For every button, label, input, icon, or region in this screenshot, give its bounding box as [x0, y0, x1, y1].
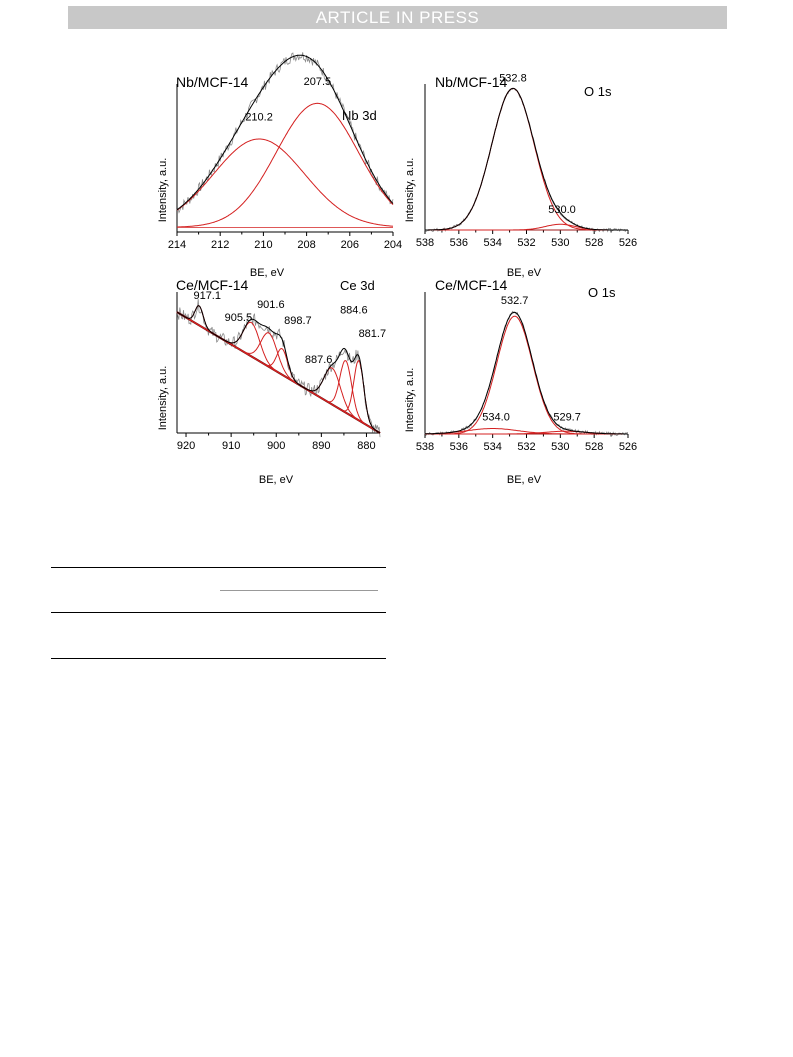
- x-tick-label: 530: [551, 441, 569, 453]
- x-tick-label: 526: [619, 237, 637, 249]
- x-tick-label: 880: [357, 440, 375, 452]
- table-bottom-rule: [51, 658, 386, 659]
- x-tick-label: 530: [551, 237, 569, 249]
- x-tick-label: 528: [585, 441, 603, 453]
- component-peak-532.7: [425, 315, 628, 435]
- envelope-curve: [176, 54, 394, 211]
- envelope-curve: [425, 87, 628, 231]
- envelope-curve: [176, 305, 381, 434]
- region-label: Nb 3d: [342, 108, 377, 123]
- y-axis-label: Intensity, a.u.: [157, 158, 169, 223]
- x-axis-label: BE, eV: [259, 474, 294, 486]
- peak-label: 898.7: [284, 315, 312, 327]
- region-label: O 1s: [584, 84, 612, 99]
- experimental-trace: [176, 299, 381, 438]
- region-label: Ce 3d: [340, 278, 375, 293]
- peak-label: 884.6: [340, 304, 368, 316]
- x-tick-label: 536: [450, 237, 468, 249]
- peak-label: 532.8: [499, 72, 527, 84]
- peak-label: 530.0: [548, 204, 576, 216]
- x-tick-label: 900: [267, 440, 285, 452]
- x-tick-label: 212: [211, 239, 229, 251]
- x-tick-label: 920: [177, 440, 195, 452]
- envelope-curve: [425, 311, 628, 435]
- sample-label: Nb/MCF-14: [176, 74, 249, 90]
- x-tick-label: 206: [341, 239, 359, 251]
- sample-label: Ce/MCF-14: [435, 277, 508, 293]
- chart-ce-o1s: Ce/MCF-14 O 1s BE, eV Intensity, a.u. 53…: [404, 277, 637, 486]
- sample-label: Ce/MCF-14: [176, 277, 249, 293]
- peak-label: 881.7: [359, 328, 387, 340]
- article-in-press-banner: ARTICLE IN PRESS: [68, 6, 727, 29]
- chart-nb-3d: Nb/MCF-14 Nb 3d BE, eV Intensity, a.u. 2…: [157, 52, 402, 279]
- x-tick-label: 538: [416, 237, 434, 249]
- x-tick-label: 538: [416, 441, 434, 453]
- sample-label: Nb/MCF-14: [435, 74, 508, 90]
- peak-label: 207.5: [304, 76, 332, 88]
- peak-label: 917.1: [193, 290, 221, 302]
- y-axis-label: Intensity, a.u.: [404, 368, 416, 433]
- peak-label: 901.6: [257, 299, 285, 311]
- x-tick-label: 534: [483, 237, 501, 249]
- x-tick-label: 910: [222, 440, 240, 452]
- chart-nb-o1s: Nb/MCF-14 O 1s BE, eV Intensity, a.u. 53…: [404, 72, 637, 279]
- x-tick-label: 210: [254, 239, 272, 251]
- table-header-rule: [51, 612, 386, 613]
- x-tick-label: 204: [384, 239, 402, 251]
- peak-label: 210.2: [245, 111, 273, 123]
- peak-label: 532.7: [501, 295, 529, 307]
- x-axis-label: BE, eV: [507, 267, 542, 279]
- x-axis-label: BE, eV: [507, 474, 542, 486]
- chart-ce-3d: Ce/MCF-14 Ce 3d BE, eV Intensity, a.u. 9…: [157, 277, 387, 486]
- component-peak-532.8: [425, 87, 628, 231]
- x-tick-label: 526: [619, 441, 637, 453]
- x-tick-label: 532: [517, 441, 535, 453]
- x-tick-label: 536: [450, 441, 468, 453]
- x-tick-label: 890: [312, 440, 330, 452]
- peak-label: 529.7: [553, 411, 581, 423]
- experimental-trace: [424, 87, 629, 233]
- y-axis-label: Intensity, a.u.: [404, 158, 416, 223]
- peak-label: 887.6: [305, 354, 333, 366]
- x-tick-label: 532: [517, 237, 535, 249]
- x-tick-label: 534: [483, 441, 501, 453]
- component-peak-210.2: [176, 138, 394, 227]
- x-tick-label: 214: [168, 239, 186, 251]
- region-label: O 1s: [588, 285, 616, 300]
- x-tick-label: 528: [585, 237, 603, 249]
- table-top-rule: [51, 567, 386, 568]
- x-tick-label: 208: [297, 239, 315, 251]
- table-header-subrule: [220, 590, 378, 591]
- component-peak-534.0: [425, 428, 628, 435]
- peak-label: 534.0: [482, 411, 510, 423]
- x-axis-label: BE, eV: [250, 267, 285, 279]
- peak-label: 905.5: [225, 312, 253, 324]
- y-axis-label: Intensity, a.u.: [157, 366, 169, 431]
- component-peak-207.5: [177, 102, 394, 228]
- experimental-trace: [424, 310, 629, 437]
